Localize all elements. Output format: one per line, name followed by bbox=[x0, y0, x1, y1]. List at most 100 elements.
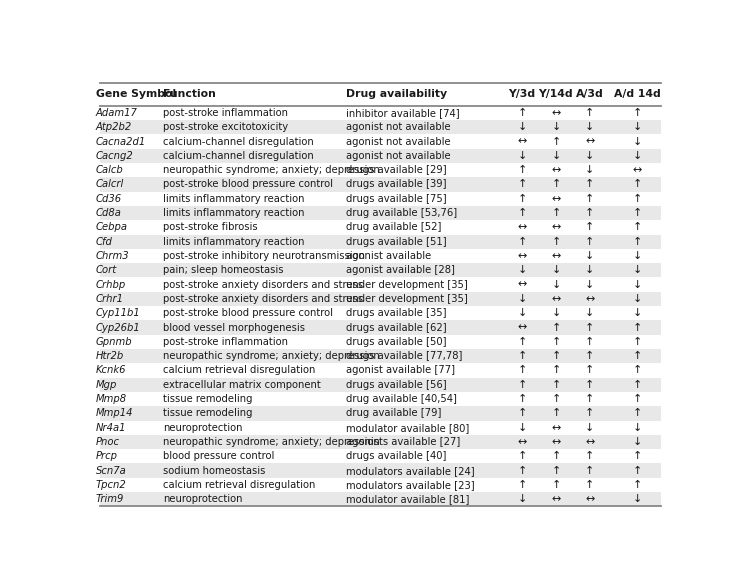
Text: under development [35]: under development [35] bbox=[346, 294, 467, 304]
Text: ↑: ↑ bbox=[551, 480, 561, 490]
Text: modulator available [80]: modulator available [80] bbox=[346, 423, 469, 433]
Text: ↓: ↓ bbox=[517, 294, 527, 304]
Text: ↑: ↑ bbox=[632, 337, 642, 347]
Bar bbox=[99, 478, 661, 492]
Text: pain; sleep homeostasis: pain; sleep homeostasis bbox=[163, 265, 284, 275]
Text: ↑: ↑ bbox=[585, 208, 594, 218]
Text: ↔: ↔ bbox=[551, 437, 561, 447]
Text: agonist not available: agonist not available bbox=[346, 151, 450, 161]
Text: post-stroke anxiety disorders and stress: post-stroke anxiety disorders and stress bbox=[163, 280, 364, 290]
Bar bbox=[99, 378, 661, 392]
Text: ↔: ↔ bbox=[551, 222, 561, 232]
Text: ↔: ↔ bbox=[551, 423, 561, 433]
Text: Gene Symbol: Gene Symbol bbox=[96, 89, 176, 100]
Bar bbox=[99, 206, 661, 220]
Text: ↑: ↑ bbox=[517, 408, 527, 419]
Text: ↑: ↑ bbox=[517, 179, 527, 189]
Text: ↑: ↑ bbox=[585, 337, 594, 347]
Text: ↑: ↑ bbox=[551, 365, 561, 375]
Text: ↑: ↑ bbox=[585, 323, 594, 332]
Text: drugs available [77,78]: drugs available [77,78] bbox=[346, 351, 462, 361]
Text: drugs available [50]: drugs available [50] bbox=[346, 337, 446, 347]
Text: A/3d: A/3d bbox=[576, 89, 604, 100]
Text: ↓: ↓ bbox=[551, 308, 561, 318]
Text: ↑: ↑ bbox=[551, 179, 561, 189]
Text: modulator available [81]: modulator available [81] bbox=[346, 494, 469, 504]
Text: ↑: ↑ bbox=[585, 237, 594, 247]
Text: drugs available [75]: drugs available [75] bbox=[346, 194, 447, 204]
Text: ↑: ↑ bbox=[517, 208, 527, 218]
Text: ↑: ↑ bbox=[517, 237, 527, 247]
Text: drug available [79]: drug available [79] bbox=[346, 408, 441, 419]
Text: ↑: ↑ bbox=[632, 194, 642, 204]
Text: ↓: ↓ bbox=[585, 308, 594, 318]
Text: ↓: ↓ bbox=[585, 280, 594, 290]
Text: ↓: ↓ bbox=[585, 265, 594, 275]
Text: ↓: ↓ bbox=[632, 280, 642, 290]
Text: Gpnmb: Gpnmb bbox=[96, 337, 132, 347]
Text: ↓: ↓ bbox=[632, 308, 642, 318]
Text: blood pressure control: blood pressure control bbox=[163, 451, 275, 461]
Bar bbox=[99, 463, 661, 478]
Text: ↑: ↑ bbox=[517, 466, 527, 475]
Text: ↑: ↑ bbox=[585, 179, 594, 189]
Text: Adam17: Adam17 bbox=[96, 108, 137, 118]
Text: post-stroke blood pressure control: post-stroke blood pressure control bbox=[163, 308, 333, 318]
Text: limits inflammatory reaction: limits inflammatory reaction bbox=[163, 208, 305, 218]
Text: under development [35]: under development [35] bbox=[346, 280, 467, 290]
Text: ↔: ↔ bbox=[585, 294, 594, 304]
Bar bbox=[99, 234, 661, 249]
Text: ↑: ↑ bbox=[632, 108, 642, 118]
Text: ↑: ↑ bbox=[517, 380, 527, 390]
Text: ↔: ↔ bbox=[517, 251, 527, 261]
Text: agonist not available: agonist not available bbox=[346, 122, 450, 132]
Text: post-stroke fibrosis: post-stroke fibrosis bbox=[163, 222, 258, 232]
Text: ↓: ↓ bbox=[551, 265, 561, 275]
Bar bbox=[99, 420, 661, 435]
Text: A/d 14d: A/d 14d bbox=[614, 89, 660, 100]
Text: ↑: ↑ bbox=[632, 451, 642, 461]
Text: drug available [40,54]: drug available [40,54] bbox=[346, 394, 456, 404]
Text: drugs available [35]: drugs available [35] bbox=[346, 308, 446, 318]
Text: Cacna2d1: Cacna2d1 bbox=[96, 137, 146, 146]
Text: ↔: ↔ bbox=[551, 294, 561, 304]
Text: agonist available: agonist available bbox=[346, 251, 431, 261]
Text: Htr2b: Htr2b bbox=[96, 351, 124, 361]
Text: calcium-channel disregulation: calcium-channel disregulation bbox=[163, 137, 314, 146]
Text: ↔: ↔ bbox=[585, 494, 594, 504]
Text: Nr4a1: Nr4a1 bbox=[96, 423, 126, 433]
Text: ↔: ↔ bbox=[551, 108, 561, 118]
Text: Mmp8: Mmp8 bbox=[96, 394, 127, 404]
Text: drug available [53,76]: drug available [53,76] bbox=[346, 208, 457, 218]
Text: ↔: ↔ bbox=[517, 137, 527, 146]
Text: ↔: ↔ bbox=[585, 437, 594, 447]
Text: ↓: ↓ bbox=[551, 280, 561, 290]
Text: ↓: ↓ bbox=[585, 151, 594, 161]
Text: ↑: ↑ bbox=[517, 394, 527, 404]
Text: Mmp14: Mmp14 bbox=[96, 408, 133, 419]
Text: extracellular matrix component: extracellular matrix component bbox=[163, 380, 321, 390]
Bar bbox=[99, 406, 661, 420]
Text: tissue remodeling: tissue remodeling bbox=[163, 394, 253, 404]
Text: ↑: ↑ bbox=[551, 394, 561, 404]
Text: neuroprotection: neuroprotection bbox=[163, 494, 243, 504]
Text: Trim9: Trim9 bbox=[96, 494, 124, 504]
Text: ↔: ↔ bbox=[517, 437, 527, 447]
Text: ↓: ↓ bbox=[632, 265, 642, 275]
Text: ↓: ↓ bbox=[585, 251, 594, 261]
Text: Prcp: Prcp bbox=[96, 451, 118, 461]
Text: ↓: ↓ bbox=[632, 251, 642, 261]
Text: Calcb: Calcb bbox=[96, 165, 123, 175]
Text: ↑: ↑ bbox=[551, 380, 561, 390]
Text: ↑: ↑ bbox=[551, 451, 561, 461]
Bar bbox=[99, 220, 661, 234]
Text: Crhr1: Crhr1 bbox=[96, 294, 124, 304]
Text: tissue remodeling: tissue remodeling bbox=[163, 408, 253, 419]
Text: ↔: ↔ bbox=[551, 251, 561, 261]
Text: ↑: ↑ bbox=[551, 351, 561, 361]
Text: Cyp11b1: Cyp11b1 bbox=[96, 308, 140, 318]
Text: Tpcn2: Tpcn2 bbox=[96, 480, 126, 490]
Text: ↓: ↓ bbox=[632, 437, 642, 447]
Text: ↔: ↔ bbox=[517, 323, 527, 332]
Text: ↑: ↑ bbox=[585, 108, 594, 118]
